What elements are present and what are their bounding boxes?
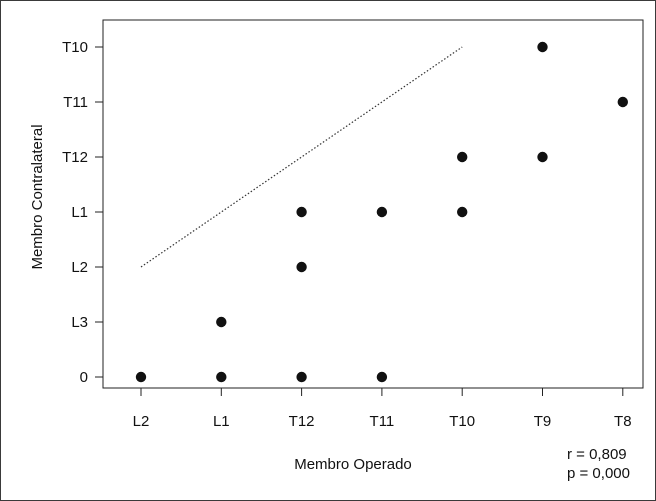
reference-line — [140, 46, 463, 268]
data-point — [216, 371, 227, 383]
data-point — [457, 151, 468, 163]
data-point — [296, 206, 307, 218]
data-point — [376, 206, 388, 218]
data-point — [216, 316, 227, 328]
data-point — [617, 96, 628, 108]
y-tick-label: L3 — [71, 314, 88, 331]
y-tick-label: L1 — [71, 204, 88, 221]
x-axis-title: Membro Operado — [294, 456, 412, 473]
data-point — [537, 151, 548, 163]
plot-area-frame — [102, 19, 644, 389]
data-point — [376, 371, 388, 383]
x-tick-label: T10 — [449, 413, 475, 430]
p-value-annotation: p = 0,000 — [567, 465, 630, 482]
y-axis-title: Membro Contralateral — [29, 124, 46, 269]
x-tick-label: T8 — [614, 413, 632, 430]
x-tick-label: L2 — [133, 413, 150, 430]
y-tick-label: T10 — [62, 39, 88, 56]
data-point — [537, 41, 548, 53]
y-tick-label: L2 — [71, 259, 88, 276]
x-tick-label: T12 — [289, 413, 315, 430]
x-axis-ticks: L2 L1 T12 T11 T10 T9 T8 — [133, 388, 632, 430]
x-tick-label: L1 — [213, 413, 230, 430]
correlation-r-annotation: r = 0,809 — [567, 446, 627, 463]
data-point — [135, 371, 147, 383]
data-point — [296, 371, 307, 383]
y-tick-label: T11 — [63, 94, 88, 111]
x-tick-label: T9 — [534, 413, 552, 430]
y-tick-label: 0 — [80, 369, 88, 386]
x-tick-label: T11 — [370, 413, 395, 430]
data-point — [296, 261, 307, 273]
data-point — [457, 206, 468, 218]
y-axis-ticks: 0 L3 L2 L1 T12 T11 T10 — [62, 39, 103, 386]
y-tick-label: T12 — [62, 149, 88, 166]
data-points — [135, 41, 628, 383]
